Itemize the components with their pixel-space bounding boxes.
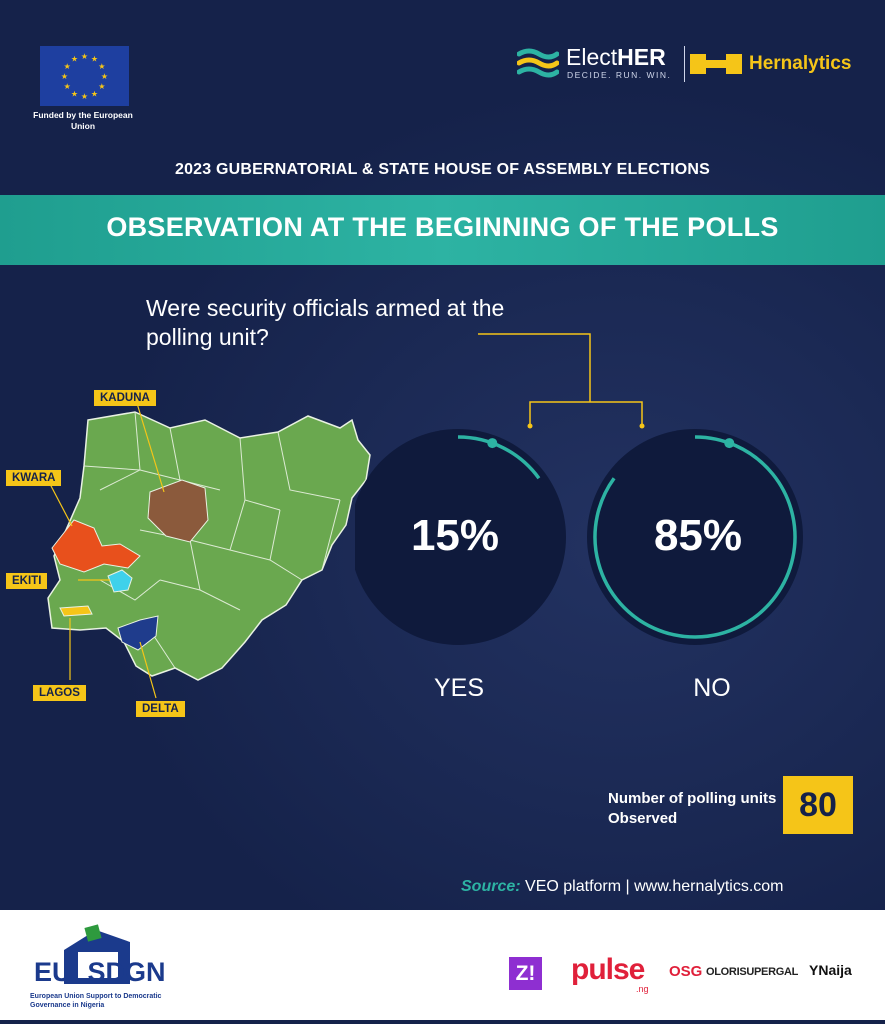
ekiti-state (107, 569, 133, 593)
source-key: Source: (461, 878, 521, 895)
lagos-state (59, 605, 93, 617)
infographic-poster: ★ ★ ★ ★ ★ ★ ★ ★ ★ ★ ★ ★ Funded by the European Unio… (0, 0, 885, 910)
logo-divider (684, 46, 685, 82)
state-label-kwara: KWARA (6, 470, 62, 486)
eu-sdgn-ballot-icon (64, 924, 130, 984)
kwara-state (51, 519, 141, 573)
footer-bottom-rule (0, 1020, 885, 1024)
electher-wave-icon (517, 48, 559, 78)
state-label-ekiti: EKITI (6, 573, 48, 589)
yes-label: YES (433, 674, 485, 702)
hernalytics-icon (690, 54, 742, 74)
donut-background-yes (355, 429, 566, 645)
polling-units-count: 80 (783, 776, 853, 834)
partner-footer (0, 910, 885, 1024)
eu-star-icon: ★ (98, 62, 105, 71)
osg-logo: OSG (669, 963, 703, 980)
state-label-delta: DELTA (136, 701, 185, 717)
title-banner (0, 195, 885, 265)
eu-flag-logo: ★ ★★★★★★★★★★★ (40, 46, 129, 106)
zikoko-logo: Z! (509, 957, 542, 990)
electher-bold: HER (617, 44, 666, 70)
olorisupergal-logo: OLORISUPERGAL (706, 966, 799, 978)
polling-units-label-text: Number of polling units Observed (608, 790, 777, 827)
survey-question: Were security officials armed at the pol… (146, 295, 505, 350)
eu-sdgn-logo-text: EU SDGN (34, 957, 166, 988)
yes-percentage: 15% (410, 511, 500, 560)
donut-dot-yes (487, 438, 498, 449)
eu-star-icon: ★ (101, 72, 108, 81)
eu-sdgn-subtitle: European Union Support to Democratic Gov… (30, 993, 162, 1009)
donut-background-no (587, 429, 803, 645)
eu-star-icon: ★ (81, 52, 88, 61)
eu-star-icon: ★ (81, 92, 88, 101)
banner-title: OBSERVATION AT THE BEGINNING OF THE POLL… (106, 212, 779, 242)
kaduna-state (147, 479, 209, 543)
electher-tagline: DECIDE. RUN. WIN. (567, 70, 672, 80)
nigeria-map (47, 399, 371, 699)
polling-units-label: Number of polling units Observed (608, 789, 778, 829)
donut-chart (355, 429, 803, 645)
source-text: VEO platform | www.hernalytics.com (525, 878, 784, 895)
eu-star-icon: ★ (91, 89, 98, 98)
eu-funding-caption: Funded by the European Union (33, 110, 133, 131)
eu-star-icon: ★ (61, 72, 68, 81)
donut-arc-yes (457, 435, 541, 480)
election-subtitle: 2023 GUBERNATORIAL & STATE HOUSE OF ASSE… (174, 161, 711, 178)
question-connector (478, 333, 645, 429)
eu-star-icon: ★ (71, 55, 78, 64)
state-label-kaduna: KADUNA (94, 390, 156, 406)
pulse-logo: pulse (571, 953, 645, 986)
eu-sdgn-right: SDGN (87, 957, 166, 987)
eu-star-icon: ★ (64, 62, 71, 71)
no-label: NO (693, 674, 731, 702)
ynaija-logo: YNaija (809, 962, 852, 978)
eu-star-icon: ★ (91, 55, 98, 64)
no-percentage: 85% (653, 511, 743, 560)
nigeria-outline (47, 411, 371, 681)
hernalytics-logo-text: Hernalytics (749, 53, 852, 74)
electher-logo-text: ElectHER (566, 44, 666, 70)
delta-state (117, 615, 159, 651)
state-label-lagos: LAGOS (33, 685, 86, 701)
source-line: Source: VEO platform | www.hernalytics.c… (461, 878, 783, 896)
eu-star-icon: ★ (71, 89, 78, 98)
electher-light: Elect (566, 44, 618, 70)
eu-star-icon: ★ (98, 82, 105, 91)
donut-arc-no (593, 435, 797, 639)
pulse-ng-suffix: .ng (636, 984, 649, 994)
donut-dot-no (724, 438, 735, 449)
eu-sdgn-left: EU (34, 957, 72, 987)
eu-star-icon: ★ (64, 82, 71, 91)
